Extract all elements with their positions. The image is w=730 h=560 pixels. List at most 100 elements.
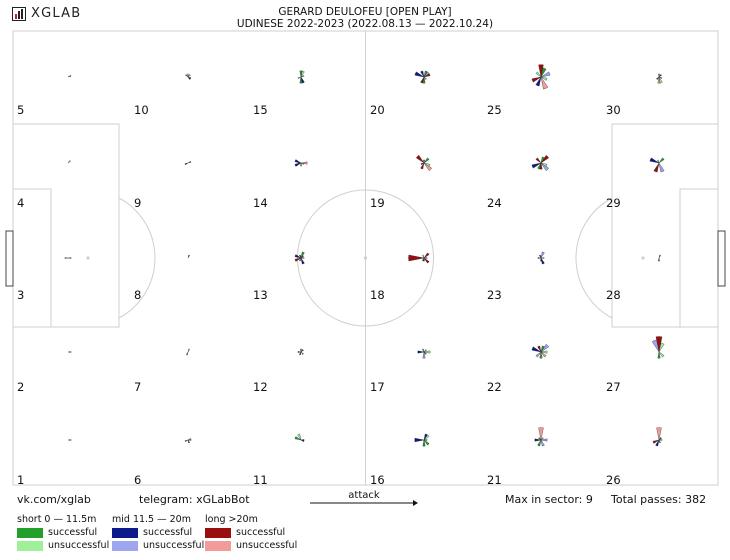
- sector-bar-mid_success: [184, 162, 189, 165]
- sector-bar-short_fail: [187, 73, 189, 78]
- zone-15: 15: [253, 70, 305, 117]
- sector-bar-mid_success: [539, 254, 542, 259]
- sector-bar-mid_fail: [423, 439, 428, 441]
- left-penalty-box: [12, 123, 120, 328]
- sector-bar-short_success: [423, 351, 427, 355]
- sector-bar-short_success: [299, 70, 303, 78]
- zone-label: 6: [134, 473, 141, 487]
- sector-bar-mid_fail: [67, 439, 72, 441]
- sector-bar-short_success: [422, 439, 426, 447]
- pitch-chart: 1234567891011121314151617181920212223242…: [5, 30, 726, 487]
- zone-label: 24: [487, 196, 502, 210]
- sector-bar-short_success: [658, 439, 661, 444]
- sector-bar-long_success: [652, 439, 660, 444]
- zone-label: 23: [487, 288, 502, 302]
- sector-bar-long_success: [420, 162, 425, 170]
- legend-mid-unsuccessful: unsuccessful: [112, 540, 204, 551]
- sector-bar-long_fail: [656, 427, 662, 441]
- zone-label: 2: [17, 380, 24, 394]
- zone-label: 9: [134, 196, 141, 210]
- zone-label: 10: [134, 103, 149, 117]
- sector-bar-long_fail: [187, 74, 191, 78]
- telegram-link[interactable]: telegram: xGLabBot: [139, 493, 250, 506]
- sector-bar-mid_fail: [187, 348, 190, 353]
- sector-bar-long_success: [540, 155, 549, 164]
- zone-label: 28: [606, 288, 621, 302]
- sector-bar-short_success: [186, 351, 189, 356]
- zone-label: 20: [370, 103, 385, 117]
- sector-bar-short_fail: [540, 437, 544, 441]
- sector-bar-long_fail: [300, 75, 305, 78]
- short-unsuccessful-swatch: [17, 540, 43, 551]
- sector-bar-short_fail: [657, 159, 660, 164]
- sector-bar-short_success: [300, 348, 302, 353]
- legend-text: unsuccessful: [48, 540, 110, 551]
- zone-label: 18: [370, 288, 385, 302]
- sector-bar-short_success: [422, 348, 425, 353]
- sector-bar-mid_success: [658, 437, 662, 441]
- zone-7: 7: [134, 348, 190, 394]
- sector-bar-mid_fail: [540, 162, 549, 171]
- zone-label: 13: [253, 288, 268, 302]
- sector-bar-short_success: [187, 254, 190, 259]
- chart-title: GERARD DEULOFEU [OPEN PLAY]: [278, 6, 452, 18]
- sector-bar-long_success: [535, 157, 542, 164]
- sector-bar-mid_fail: [658, 76, 663, 79]
- zone-label: 14: [253, 196, 268, 210]
- legend-mid-label: mid 11.5 — 20m: [112, 514, 191, 525]
- sector-bar-mid_success: [294, 162, 302, 167]
- sector-bar-long_fail: [300, 257, 305, 259]
- sector-bar-mid_success: [299, 351, 302, 356]
- sector-bar-short_fail: [658, 351, 665, 358]
- total-passes: Total passes: 382: [611, 493, 707, 506]
- sector-bar-mid_success: [649, 157, 660, 164]
- sector-bar-long_success: [423, 252, 430, 259]
- sector-bar-mid_success: [414, 437, 425, 443]
- sector-bar-short_success: [423, 157, 430, 164]
- sector-bar-mid_success: [540, 257, 545, 265]
- sector-bar-mid_success: [299, 254, 302, 259]
- zone-label: 11: [253, 473, 268, 487]
- sector-bar-mid_success: [187, 439, 190, 444]
- sector-bar-mid_fail: [423, 349, 427, 353]
- zone-layer: 1234567891011121314151617181920212223242…: [17, 64, 665, 487]
- sector-bar-mid_success: [655, 439, 660, 447]
- zone-13: 13: [253, 251, 305, 302]
- sector-bar-long_fail: [67, 257, 72, 259]
- sector-bar-short_success: [185, 74, 189, 78]
- zone-10: 10: [134, 73, 192, 117]
- zone-label: 30: [606, 103, 621, 117]
- sector-bar-mid_success: [294, 254, 302, 259]
- sector-bar-short_fail: [658, 76, 663, 84]
- sector-bar-short_fail: [300, 162, 305, 165]
- legend-short-successful: successful: [17, 527, 97, 538]
- sector-bar-short_fail: [423, 350, 431, 354]
- sector-bar-mid_success: [414, 71, 425, 78]
- mid-unsuccessful-swatch: [112, 540, 138, 551]
- sector-bar-short_success: [67, 75, 72, 78]
- sector-bar-mid_fail: [540, 344, 549, 353]
- sector-bar-mid_success: [420, 162, 425, 165]
- zone-3: 3: [17, 257, 72, 302]
- sector-bar-short_success: [187, 161, 192, 164]
- zone-label: 27: [606, 380, 621, 394]
- zone-2: 2: [17, 351, 72, 394]
- zone-label: 17: [370, 380, 385, 394]
- sector-bar-short_fail: [423, 162, 431, 167]
- zone-27: 27: [606, 336, 665, 394]
- legend-long-label: long >20m: [205, 514, 258, 525]
- zone-21: 21: [487, 427, 548, 487]
- zone-11: 11: [253, 433, 305, 487]
- left-penalty-arc: [118, 197, 156, 319]
- sector-bar-short_success: [539, 351, 543, 359]
- sector-bar-mid_success: [658, 74, 662, 78]
- sector-bar-short_success: [658, 73, 660, 78]
- zone-1: 1: [17, 439, 72, 487]
- sector-bar-short_fail: [540, 257, 545, 259]
- legend-text: unsuccessful: [236, 540, 298, 551]
- max-in-sector: Max in sector: 9: [505, 493, 593, 506]
- zone-label: 19: [370, 196, 385, 210]
- sector-bar-mid_success: [531, 346, 542, 353]
- sector-bar-long_fail: [423, 162, 432, 171]
- vk-link[interactable]: vk.com/xglab: [17, 493, 91, 506]
